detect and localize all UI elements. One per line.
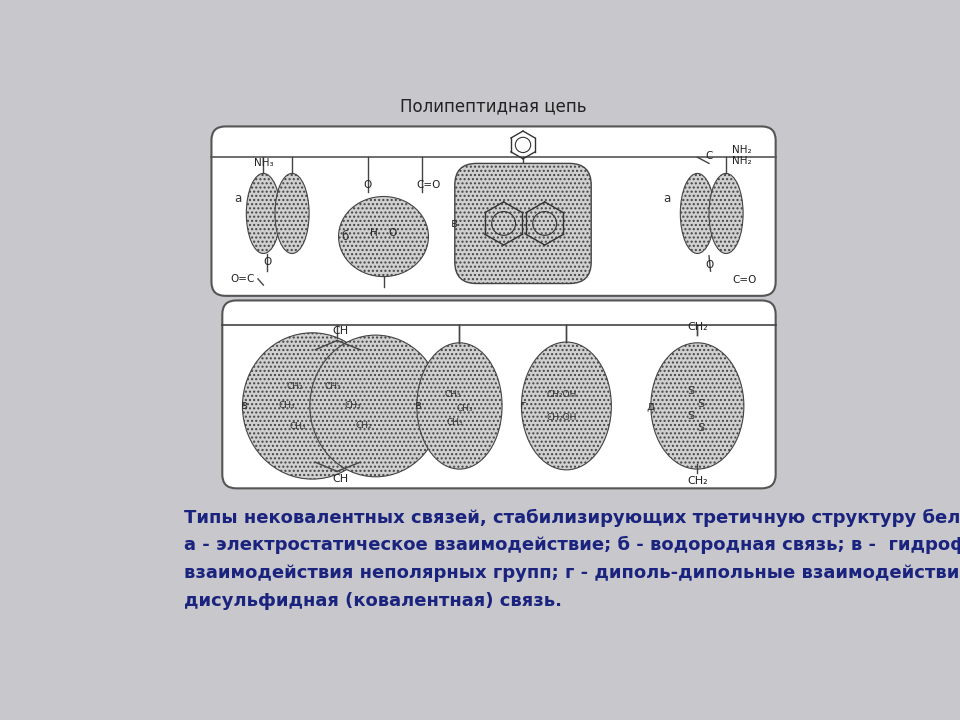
Text: S: S	[698, 423, 705, 433]
Text: CH: CH	[333, 326, 348, 336]
Text: CH₂: CH₂	[687, 322, 708, 332]
Text: O: O	[263, 257, 272, 267]
Text: в: в	[241, 400, 248, 413]
Ellipse shape	[681, 174, 714, 253]
Ellipse shape	[417, 343, 502, 469]
Text: C=O: C=O	[417, 180, 442, 190]
Text: CH: CH	[333, 474, 348, 484]
Text: г: г	[520, 400, 526, 413]
Ellipse shape	[521, 342, 612, 470]
Ellipse shape	[247, 174, 280, 253]
Ellipse shape	[275, 174, 309, 253]
Text: Полипептидная цепь: Полипептидная цепь	[400, 98, 587, 116]
Text: NH₂: NH₂	[732, 145, 752, 155]
Text: в: в	[451, 217, 458, 230]
Text: CH₃: CH₃	[457, 404, 473, 413]
Text: O: O	[364, 180, 372, 190]
Text: C=O: C=O	[732, 276, 756, 285]
Text: Типы нековалентных связей, стабилизирующих третичную структуру белка.: Типы нековалентных связей, стабилизирующ…	[183, 508, 960, 526]
Ellipse shape	[709, 174, 743, 253]
Text: CH₃: CH₃	[324, 382, 342, 391]
Text: S: S	[687, 385, 695, 395]
Text: CH₂OH: CH₂OH	[546, 413, 577, 422]
Text: H: H	[371, 228, 378, 238]
Text: C: C	[706, 150, 712, 161]
Text: дисульфидная (ковалентная) связь.: дисульфидная (ковалентная) связь.	[183, 592, 562, 610]
Ellipse shape	[651, 343, 744, 469]
Text: CH₂OH: CH₂OH	[546, 390, 577, 399]
Text: CH₂: CH₂	[286, 382, 302, 391]
Text: CH₃: CH₃	[446, 418, 463, 428]
FancyBboxPatch shape	[223, 300, 776, 488]
Text: S: S	[698, 399, 705, 409]
Ellipse shape	[243, 333, 382, 479]
Ellipse shape	[339, 197, 428, 276]
FancyBboxPatch shape	[455, 163, 591, 284]
Text: взаимодействия неполярных групп; г - диполь-дипольные взаимодействия; д -: взаимодействия неполярных групп; г - дип…	[183, 564, 960, 582]
Text: б: б	[341, 230, 348, 243]
Ellipse shape	[310, 335, 442, 477]
Text: NH₂: NH₂	[732, 156, 752, 166]
Text: CH₃: CH₃	[290, 422, 306, 431]
Text: O: O	[389, 228, 396, 238]
Text: NH₃: NH₃	[253, 158, 274, 168]
Text: д: д	[647, 400, 655, 413]
Text: CH₃: CH₃	[444, 390, 462, 399]
FancyBboxPatch shape	[211, 127, 776, 296]
Text: CH₂: CH₂	[687, 476, 708, 485]
Text: а: а	[663, 192, 671, 204]
Text: S: S	[687, 411, 695, 421]
Text: CH₃: CH₃	[278, 402, 295, 410]
Text: O=C: O=C	[230, 274, 254, 284]
Text: CH₃: CH₃	[345, 402, 361, 410]
Text: CH₂: CH₂	[356, 420, 372, 430]
Text: а: а	[234, 192, 241, 204]
Text: O: O	[705, 260, 713, 270]
Text: а - электростатическое взаимодействие; б - водородная связь; в -  гидрофобные: а - электростатическое взаимодействие; б…	[183, 536, 960, 554]
Text: в: в	[415, 400, 421, 413]
